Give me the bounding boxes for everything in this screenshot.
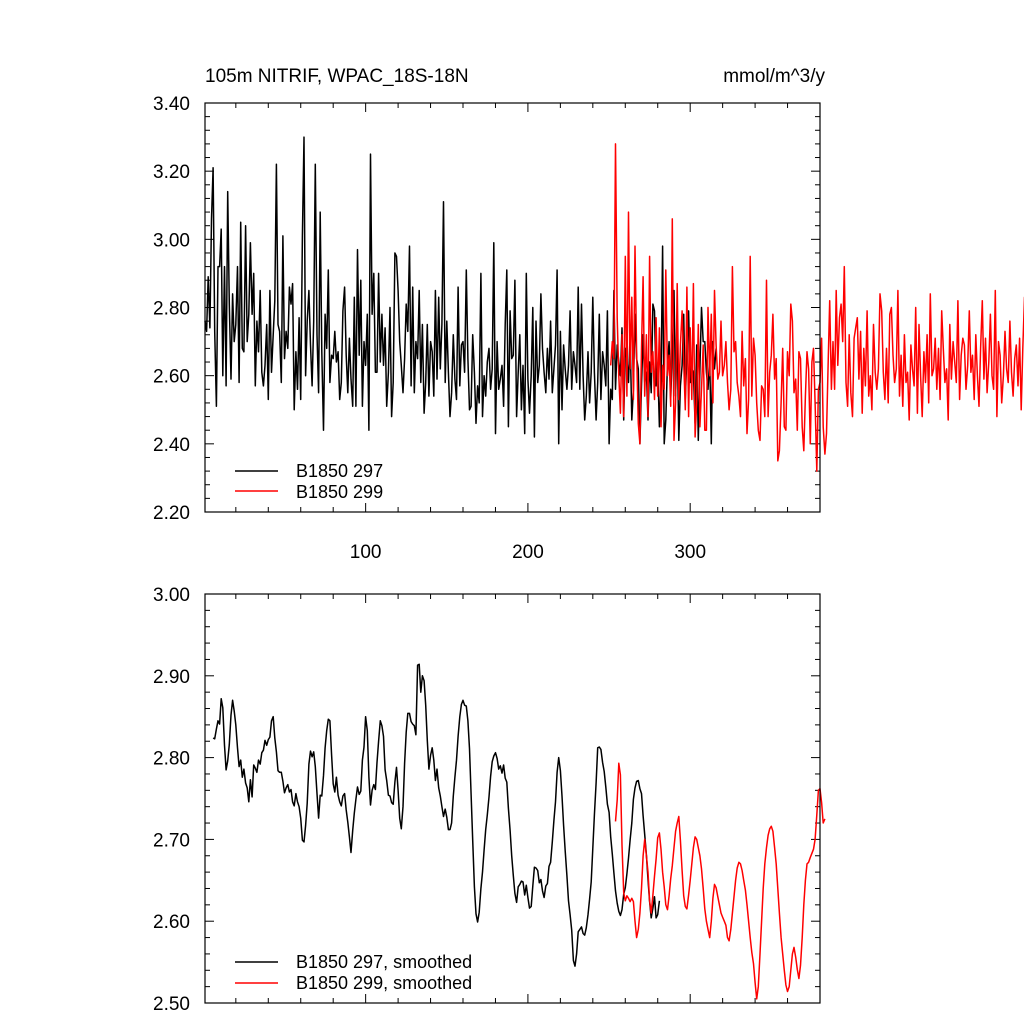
top-y-tick-label: 3.20 <box>153 162 190 183</box>
chart-units: mmol/m^3/y <box>723 66 825 87</box>
chart-title: 105m NITRIF, WPAC_18S-18N <box>205 66 469 87</box>
top-y-tick-label: 2.80 <box>153 299 190 320</box>
top-y-tick-label: 2.60 <box>153 367 190 388</box>
bottom-panel: 2.50 2.60 2.70 2.80 2.90 3.00 B1850 297, smoo… <box>153 585 826 1015</box>
top-series-line-2 <box>609 143 1024 472</box>
bottom-legend: B1850 297, smoothed B1850 299, smoothed <box>235 952 472 993</box>
top-x-tick-label: 300 <box>674 542 706 563</box>
bottom-y-tick-label: 2.50 <box>153 994 190 1015</box>
bottom-series-line-1 <box>212 663 661 967</box>
bottom-series-line-2 <box>614 762 826 1000</box>
bottom-y-tick-label: 2.90 <box>153 667 190 688</box>
top-panel: 105m NITRIF, WPAC_18S-18N mmol/m^3/y 2.2… <box>153 66 1024 563</box>
legend-label-299-smoothed: B1850 299, smoothed <box>296 973 472 993</box>
bottom-y-tick-labels: 2.50 2.60 2.70 2.80 2.90 3.00 <box>153 585 190 1015</box>
top-series-line-1 <box>204 136 717 445</box>
legend-label-299: B1850 299 <box>296 482 383 502</box>
top-plot-frame <box>204 102 821 513</box>
bottom-series <box>212 663 826 1000</box>
top-y-tick-labels: 2.20 2.40 2.60 2.80 3.00 3.20 3.40 <box>153 94 190 524</box>
bottom-y-tick-label: 2.60 <box>153 912 190 933</box>
top-x-tick-labels: 100 200 300 <box>350 542 706 563</box>
legend-label-297: B1850 297 <box>296 461 383 481</box>
legend-label-297-smoothed: B1850 297, smoothed <box>296 952 472 972</box>
top-x-tick-label: 200 <box>512 542 544 563</box>
top-y-tick-label: 2.40 <box>153 435 190 456</box>
top-ticks <box>205 102 820 513</box>
top-x-tick-label: 100 <box>350 542 382 563</box>
bottom-plot-frame <box>204 593 821 1004</box>
top-y-tick-label: 3.00 <box>153 230 190 251</box>
top-legend: B1850 297 B1850 299 <box>235 461 383 502</box>
bottom-y-tick-label: 2.70 <box>153 830 190 851</box>
bottom-ticks <box>205 593 820 1004</box>
bottom-y-tick-label: 2.80 <box>153 749 190 770</box>
top-y-tick-label: 3.40 <box>153 94 190 115</box>
top-y-tick-label: 2.20 <box>153 503 190 524</box>
top-series <box>204 136 1024 472</box>
bottom-y-tick-label: 3.00 <box>153 585 190 606</box>
